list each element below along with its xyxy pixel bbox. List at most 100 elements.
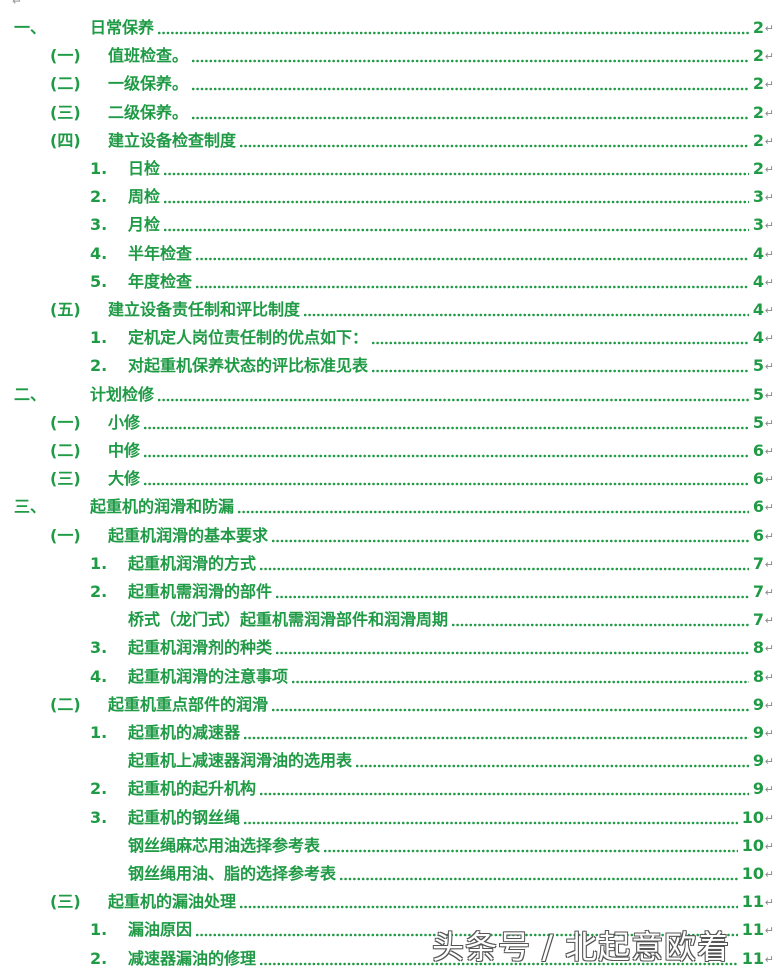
toc-entry[interactable]: 2. 对起重机保养状态的评比标准见表 5 ↵: [0, 353, 784, 379]
toc-entry-page: 6: [752, 441, 764, 460]
dot-leader: [291, 679, 749, 684]
toc-entry-title[interactable]: 起重机的漏油处理: [108, 892, 237, 912]
dot-leader: [259, 792, 749, 797]
return-mark-icon: ↵: [764, 614, 774, 628]
toc-entry[interactable]: 1. 定机定人岗位责任制的优点如下： 4 ↵: [0, 325, 784, 351]
toc-entry[interactable]: 4. 半年检查 4 ↵: [0, 241, 784, 267]
toc-entry-title[interactable]: 中修: [108, 441, 141, 460]
toc-entry[interactable]: 1. 漏油原因 11 ↵: [0, 917, 784, 943]
toc-entry-body: 起重机润滑的基本要求 6: [108, 523, 764, 549]
toc-entry[interactable]: 1. 日检 2 ↵: [0, 156, 784, 182]
dot-leader: [157, 397, 749, 402]
toc-entry[interactable]: 钢丝绳用油、脂的选择参考表 10 ↵: [0, 861, 784, 887]
toc-entry[interactable]: 1. 起重机的减速器 9 ↵: [0, 720, 784, 746]
toc-entry-title[interactable]: 起重机润滑剂的种类: [128, 638, 273, 658]
dot-leader: [355, 764, 749, 769]
dot-leader: [275, 595, 749, 599]
toc-entry-title[interactable]: 起重机润滑的注意事项: [128, 666, 289, 686]
toc-entry[interactable]: 三、 起重机的润滑和防漏 6 ↵: [0, 494, 784, 520]
toc-entry[interactable]: 5. 年度检查 4 ↵: [0, 269, 784, 295]
toc-entry-title[interactable]: 钢丝绳用油、脂的选择参考表: [128, 864, 337, 883]
dot-leader: [143, 425, 749, 430]
toc-entry-title[interactable]: 一级保养。: [108, 74, 189, 94]
toc-entry[interactable]: (四) 建立设备检查制度 2 ↵: [0, 128, 784, 154]
toc-entry[interactable]: 起重机上减速器润滑油的选用表 9 ↵: [0, 748, 784, 774]
toc-entry-title[interactable]: 定机定人岗位责任制的优点如下：: [128, 328, 369, 348]
dot-leader: [239, 905, 738, 910]
toc-entry-body: 钢丝绳用油、脂的选择参考表 10: [128, 861, 764, 887]
toc-entry-title[interactable]: 日检: [128, 159, 161, 178]
toc-entry[interactable]: (二) 中修 6 ↵: [0, 438, 784, 464]
toc-entry-title[interactable]: 对起重机保养状态的评比标准见表: [128, 356, 369, 376]
return-mark-icon: ↵: [764, 557, 774, 571]
return-mark-icon: ↵: [764, 924, 774, 938]
toc-entry[interactable]: 钢丝绳麻芯用油选择参考表 10 ↵: [0, 833, 784, 859]
toc-entry[interactable]: 3. 月检 3 ↵: [0, 212, 784, 238]
toc-entry[interactable]: 2. 减速器漏油的修理 11 ↵: [0, 946, 784, 972]
return-mark-icon: ↵: [764, 106, 774, 120]
toc-entry-page: 10: [741, 864, 764, 883]
dot-leader: [163, 200, 749, 205]
toc-entry-number: (二): [50, 74, 81, 94]
toc-entry[interactable]: 1. 起重机润滑的方式 7 ↵: [0, 551, 784, 577]
return-mark-icon: ↵: [764, 134, 774, 148]
toc-entry-page: 3: [752, 215, 764, 235]
toc-entry-page: 5: [752, 384, 764, 404]
toc-entry-title[interactable]: 漏油原因: [128, 920, 193, 940]
toc-entry[interactable]: 3. 起重机润滑剂的种类 8 ↵: [0, 635, 784, 661]
toc-entry-title[interactable]: 计划检修: [90, 384, 155, 404]
toc-entry[interactable]: (一) 起重机润滑的基本要求 6 ↵: [0, 523, 784, 549]
dot-leader: [259, 961, 738, 966]
toc-entry-title[interactable]: 二级保养。: [108, 102, 189, 122]
toc-entry-title[interactable]: 日常保养: [90, 18, 155, 37]
toc-entry-title[interactable]: 起重机重点部件的润滑: [108, 694, 269, 714]
toc-entry[interactable]: 2. 起重机的起升机构 9 ↵: [0, 776, 784, 802]
toc-entry[interactable]: (三) 二级保养。 2 ↵: [0, 100, 784, 126]
toc-entry-body: 中修 6: [108, 438, 764, 464]
return-mark-icon: ↵: [764, 388, 774, 402]
toc-entry-body: 值班检查。 2: [108, 43, 764, 69]
toc-entry-title[interactable]: 桥式（龙门式）起重机需润滑部件和润滑周期: [128, 610, 449, 630]
return-mark-icon: ↵: [764, 586, 774, 599]
toc-entry[interactable]: 4. 起重机润滑的注意事项 8 ↵: [0, 664, 784, 690]
toc-entry[interactable]: 3. 起重机的钢丝绳 10 ↵: [0, 805, 784, 831]
toc-entry[interactable]: 一、 日常保养 2 ↵: [0, 15, 784, 41]
toc-entry[interactable]: (一) 值班检查。 2 ↵: [0, 43, 784, 69]
toc-entry-body: 桥式（龙门式）起重机需润滑部件和润滑周期 7: [128, 607, 764, 633]
toc-entry-title[interactable]: 起重机润滑的基本要求: [108, 525, 269, 545]
toc-entry-title[interactable]: 大修: [108, 469, 141, 489]
toc-entry-title[interactable]: 起重机的钢丝绳: [128, 807, 241, 827]
toc-entry[interactable]: (五) 建立设备责任制和评比制度 4 ↵: [0, 297, 784, 323]
toc-entry-title[interactable]: 减速器漏油的修理: [128, 948, 257, 968]
toc-entry-title[interactable]: 钢丝绳麻芯用油选择参考表: [128, 835, 321, 855]
toc-entry-number: (一): [50, 525, 81, 545]
toc-entry[interactable]: (三) 大修 6 ↵: [0, 466, 784, 492]
toc-entry-title[interactable]: 起重机需润滑的部件: [128, 582, 273, 601]
toc-entry-title[interactable]: 建立设备检查制度: [108, 130, 237, 150]
toc-entry[interactable]: (一) 小修 5 ↵: [0, 410, 784, 436]
toc-entry-title[interactable]: 起重机的减速器: [128, 723, 241, 742]
toc-entry-title[interactable]: 半年检查: [128, 243, 193, 263]
toc-entry-title[interactable]: 小修: [108, 412, 141, 432]
toc-entry-title[interactable]: 起重机的润滑和防漏: [90, 497, 235, 517]
toc-entry[interactable]: 二、 计划检修 5 ↵: [0, 382, 784, 408]
return-mark-icon: ↵: [764, 952, 774, 966]
toc-entry-body: 建立设备检查制度 2: [108, 128, 764, 154]
toc-entry[interactable]: (三) 起重机的漏油处理 11 ↵: [0, 889, 784, 915]
toc-entry-title[interactable]: 年度检查: [128, 271, 193, 291]
toc-entry[interactable]: 2. 周检 3 ↵: [0, 184, 784, 210]
toc-entry-title[interactable]: 起重机上减速器润滑油的选用表: [128, 751, 353, 771]
dot-leader: [157, 31, 749, 35]
toc-entry[interactable]: 桥式（龙门式）起重机需润滑部件和润滑周期 7 ↵: [0, 607, 784, 633]
return-mark-icon: ↵: [764, 642, 774, 656]
toc-entry-title[interactable]: 周检: [128, 187, 161, 207]
toc-entry[interactable]: (二) 起重机重点部件的润滑 9 ↵: [0, 692, 784, 718]
toc-entry-title[interactable]: 起重机的起升机构: [128, 779, 257, 799]
toc-entry-title[interactable]: 建立设备责任制和评比制度: [108, 300, 301, 319]
toc-entry[interactable]: 2. 起重机需润滑的部件 7 ↵: [0, 579, 784, 605]
toc-entry-page: 4: [752, 243, 764, 263]
toc-entry-title[interactable]: 起重机润滑的方式: [128, 553, 257, 573]
toc-entry[interactable]: (二) 一级保养。 2 ↵: [0, 71, 784, 97]
toc-entry-title[interactable]: 值班检查。: [108, 46, 189, 66]
toc-entry-title[interactable]: 月检: [128, 215, 161, 235]
